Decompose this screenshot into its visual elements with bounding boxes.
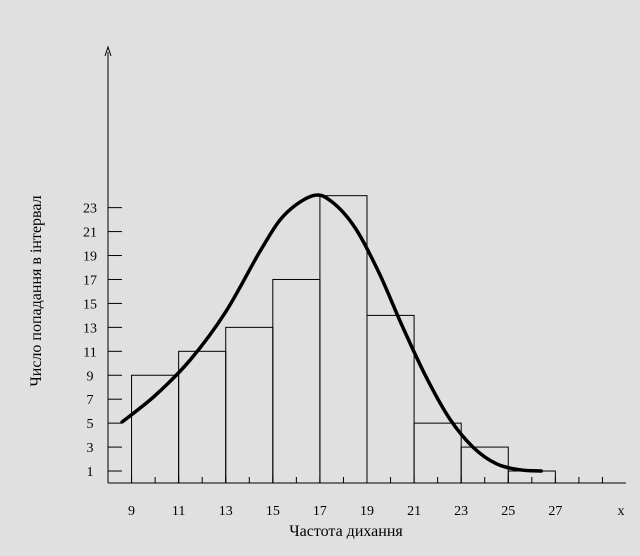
x-tick-label: 9 <box>128 504 135 519</box>
y-tick-label: 23 <box>83 202 97 217</box>
x-tick-label: 13 <box>219 504 233 519</box>
axes <box>104 45 626 484</box>
y-tick-label: 13 <box>83 321 97 336</box>
y-tick-label: 7 <box>87 393 94 408</box>
y-axis-arrow-icon <box>104 45 112 57</box>
y-tick-label: 9 <box>87 369 94 384</box>
x-ticks: 9 11 13 15 17 19 21 23 25 27 <box>128 477 603 519</box>
y-tick-label: 15 <box>83 297 97 312</box>
x-tick-label: 15 <box>266 504 280 519</box>
y-tick-label: 5 <box>87 417 94 432</box>
normal-curve-layer <box>120 193 543 473</box>
histogram-bar-2 <box>225 326 274 484</box>
y-tick-label: 21 <box>83 226 97 241</box>
y-tick-label: 1 <box>87 465 94 480</box>
histogram-bar-3 <box>272 278 321 484</box>
x-axis-title: Частота дихання <box>289 523 403 540</box>
x-tick-label: 27 <box>548 504 562 519</box>
y-axis-title: Число попадання в інтервал <box>28 195 45 386</box>
x-tick-label: 11 <box>172 504 185 519</box>
y-tick-label: 11 <box>83 345 96 360</box>
normal-distribution-curve <box>120 193 543 473</box>
histogram-bar-1 <box>178 350 227 484</box>
x-axis-end-label: x <box>618 504 625 519</box>
histogram-bars <box>131 195 556 484</box>
y-tick-label: 19 <box>83 250 97 265</box>
histogram-bar-6 <box>413 422 462 484</box>
y-tick-label: 3 <box>87 441 94 456</box>
x-tick-label: 17 <box>313 504 327 519</box>
x-tick-label: 21 <box>407 504 421 519</box>
x-tick-label: 23 <box>454 504 468 519</box>
histogram-bar-0 <box>131 374 180 484</box>
x-tick-label: 25 <box>501 504 515 519</box>
x-tick-label: 19 <box>360 504 374 519</box>
y-tick-label: 17 <box>83 273 97 288</box>
